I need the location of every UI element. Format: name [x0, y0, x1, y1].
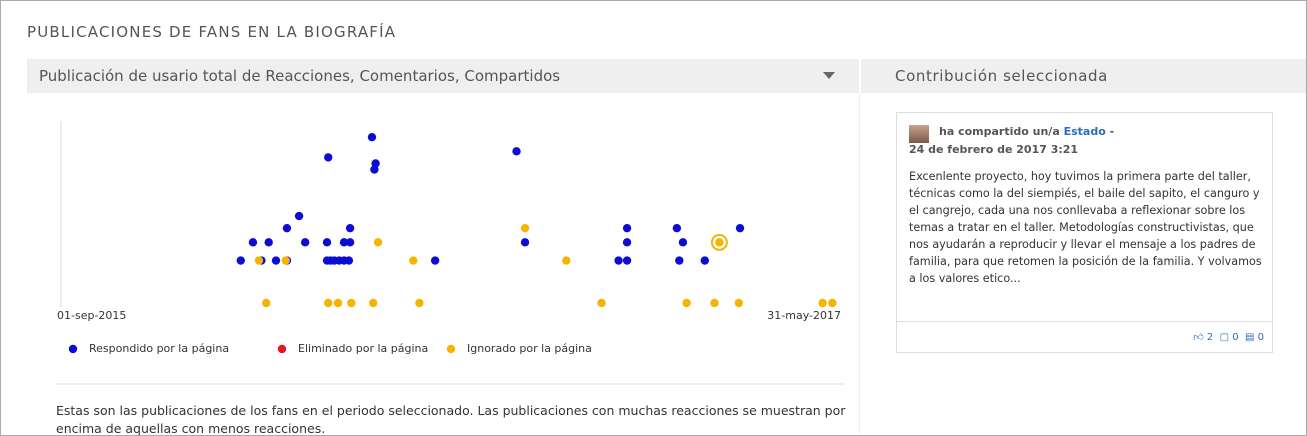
- point: [520, 223, 530, 233]
- comments: 0: [1232, 332, 1239, 343]
- point: [322, 238, 332, 247]
- point: [622, 238, 632, 247]
- post-header: ha compartido un/a Estado -: [939, 125, 1114, 138]
- likes: 2: [1206, 332, 1214, 343]
- point: [675, 256, 684, 265]
- action: ha compartido un/a: [939, 125, 1060, 138]
- panel-header: Contribución seleccionada: [861, 59, 1306, 93]
- point: [818, 298, 827, 308]
- point: [254, 256, 264, 265]
- x-limit-label: 31-may-2017: [767, 309, 841, 322]
- point: [300, 238, 310, 247]
- shares: 0: [1257, 332, 1264, 343]
- point: [597, 298, 606, 308]
- separator: -: [1109, 125, 1115, 138]
- point: [294, 211, 304, 221]
- x-limit-label: 01-sep-2015: [57, 309, 126, 322]
- point: [828, 298, 837, 308]
- point: [370, 165, 379, 174]
- comment-icon: ▢: [1219, 332, 1230, 343]
- share-icon: ▤: [1244, 332, 1255, 343]
- point: [347, 298, 356, 308]
- post-text: Excenlente proyecto, hoy tuvimos la prim…: [909, 170, 1262, 285]
- point: [271, 256, 281, 265]
- panel-title: Contribución seleccionada: [895, 67, 1108, 85]
- point: [614, 256, 623, 265]
- legend-marker: [277, 344, 287, 354]
- point: [236, 256, 245, 265]
- point: [368, 298, 378, 308]
- point: [520, 238, 530, 247]
- point: [345, 223, 355, 233]
- point: [339, 238, 349, 247]
- point: [735, 223, 745, 233]
- point: [430, 256, 440, 265]
- chart-panel: [27, 93, 860, 435]
- legend-marker: [68, 344, 78, 354]
- point: [367, 132, 377, 142]
- post-link[interactable]: Estado: [1063, 125, 1106, 138]
- avatar: [909, 125, 929, 143]
- legend-label: Eliminado por la página: [298, 342, 428, 355]
- point: [734, 298, 744, 308]
- panel-title: Publicación de usario total de Reaccione…: [39, 67, 561, 85]
- point: [324, 153, 333, 162]
- point: [262, 298, 271, 308]
- point: [678, 238, 688, 247]
- point: [672, 223, 682, 233]
- point: [700, 256, 710, 265]
- point: [409, 256, 418, 265]
- like-icon: 👍︎: [1193, 332, 1204, 343]
- divider: [897, 321, 1272, 322]
- point: [622, 256, 632, 265]
- point: [282, 223, 292, 233]
- point: [281, 256, 290, 265]
- point: [248, 238, 258, 247]
- point: [710, 298, 719, 308]
- point: [344, 256, 354, 265]
- point: [682, 298, 691, 308]
- point: [345, 238, 355, 247]
- description: Estas son las publicaciones de los fans …: [56, 403, 846, 436]
- legend-marker: [446, 344, 456, 354]
- selected-ring: [710, 233, 728, 251]
- point: [512, 147, 521, 156]
- panel-header: Publicación de usario total de Reaccione…: [27, 59, 859, 93]
- point: [333, 298, 343, 308]
- post-card: ha compartido un/a Estado - 24 de febrer…: [896, 112, 1273, 353]
- point: [562, 256, 571, 265]
- point: [324, 298, 333, 308]
- point: [373, 238, 383, 247]
- point: [415, 298, 424, 308]
- page-title: PUBLICACIONES DE FANS EN LA BIOGRAFÍA: [27, 23, 397, 41]
- point: [715, 238, 724, 247]
- legend-label: Ignorado por la página: [467, 342, 592, 355]
- dropdown-arrow[interactable]: [823, 72, 835, 80]
- point: [264, 238, 273, 247]
- legend-label: Respondido por la página: [89, 342, 229, 355]
- post-date: 24 de febrero de 2017 3:21: [909, 143, 1079, 156]
- post-stats: 👍︎ 2 ▢ 0 ▤ 0: [1193, 331, 1264, 343]
- point: [622, 223, 632, 233]
